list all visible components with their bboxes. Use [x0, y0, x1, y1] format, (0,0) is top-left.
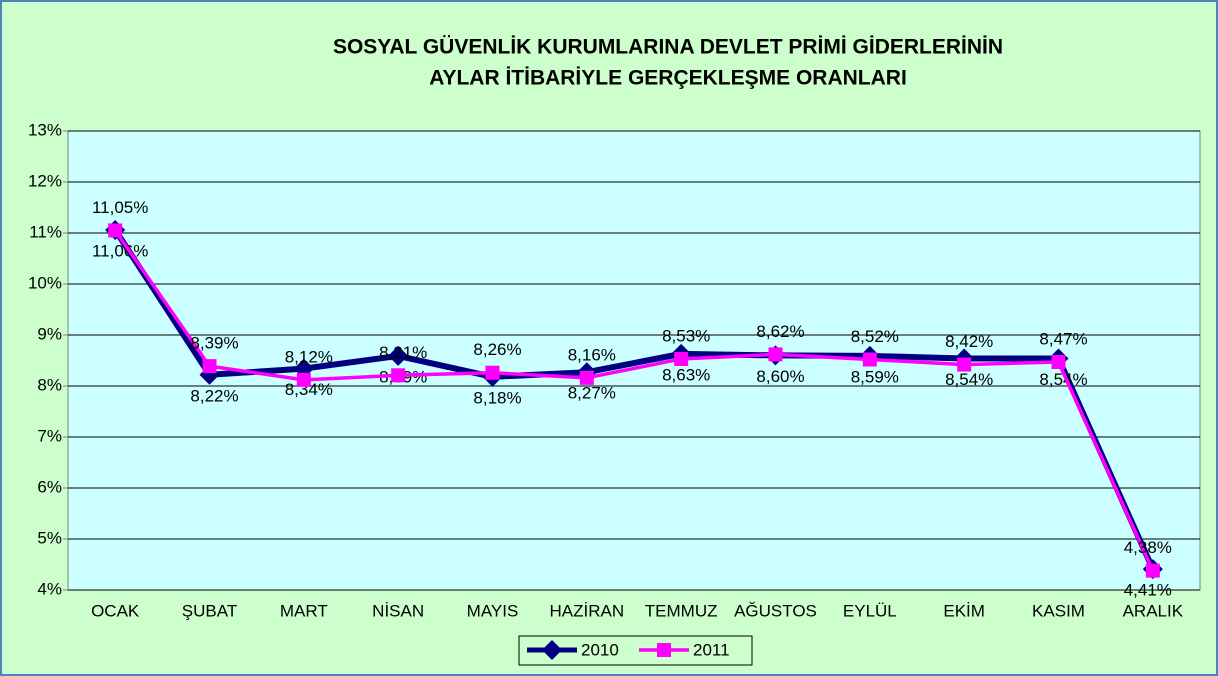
- x-tick-label: EYLÜL: [843, 601, 897, 620]
- data-point: [202, 359, 217, 374]
- y-tick-label: 5%: [37, 528, 62, 547]
- data-label: 11,05%: [92, 198, 148, 217]
- data-label: 8,16%: [568, 345, 616, 364]
- legend-marker: [542, 640, 562, 660]
- y-tick-label: 8%: [37, 375, 62, 394]
- data-label: 8,42%: [945, 332, 993, 351]
- x-tick-label: OCAK: [91, 601, 140, 620]
- data-label: 8,59%: [851, 367, 899, 386]
- data-label: 8,63%: [662, 365, 710, 384]
- data-label: 8,18%: [473, 388, 521, 407]
- x-tick-label: NİSAN: [372, 601, 424, 620]
- y-tick-label: 4%: [37, 579, 62, 598]
- y-tick-label: 12%: [28, 171, 62, 190]
- data-point: [1051, 355, 1066, 370]
- x-tick-label: ARALIK: [1123, 601, 1184, 620]
- data-label: 8,26%: [473, 340, 521, 359]
- data-point: [862, 352, 877, 367]
- data-label: 11,06%: [92, 241, 148, 260]
- data-label: 4,38%: [1124, 538, 1172, 557]
- y-tick-label: 11%: [29, 222, 62, 241]
- data-label: 8,52%: [851, 327, 899, 346]
- data-point: [674, 351, 689, 366]
- data-label: 8,39%: [190, 334, 238, 353]
- data-point: [579, 370, 594, 385]
- data-label: 8,27%: [568, 384, 616, 403]
- data-label: 8,54%: [945, 370, 993, 389]
- data-label: 8,60%: [756, 367, 804, 386]
- series-line: [113, 229, 1155, 572]
- series-line: [112, 228, 1156, 571]
- data-label: 8,47%: [1039, 330, 1087, 349]
- data-label: 8,54%: [1039, 370, 1087, 389]
- chart-subtitle: AYLAR İTİBARİYLE GERÇEKLEŞME ORANLARI: [429, 67, 907, 90]
- data-point: [296, 372, 311, 387]
- data-label: 8,22%: [190, 386, 238, 405]
- data-point: [391, 368, 406, 383]
- y-tick-label: 7%: [37, 426, 62, 445]
- y-tick-label: 10%: [28, 273, 62, 292]
- legend-marker: [657, 643, 671, 657]
- data-point: [485, 365, 500, 380]
- data-label: 8,12%: [285, 347, 333, 366]
- x-tick-label: HAZİRAN: [550, 601, 625, 620]
- x-tick-label: MAYIS: [467, 601, 519, 620]
- data-label: 8,53%: [662, 326, 710, 345]
- legend-label: 2011: [693, 640, 730, 659]
- y-tick-label: 13%: [28, 120, 62, 139]
- data-point: [388, 345, 409, 366]
- x-tick-label: KASIM: [1032, 601, 1085, 620]
- data-label: 4,41%: [1124, 581, 1172, 600]
- data-label: 8,62%: [756, 322, 804, 341]
- data-point: [957, 357, 972, 372]
- data-point: [1145, 563, 1160, 578]
- data-point: [768, 347, 783, 362]
- x-tick-label: MART: [280, 601, 328, 620]
- y-tick-label: 6%: [37, 477, 62, 496]
- legend-label: 2010: [581, 640, 619, 659]
- x-tick-label: TEMMUZ: [645, 601, 718, 620]
- data-point: [108, 223, 123, 238]
- chart-title: SOSYAL GÜVENLİK KURUMLARINA DEVLET PRİMİ…: [333, 36, 1003, 59]
- data-label: 8,34%: [285, 380, 333, 399]
- x-tick-label: ŞUBAT: [182, 601, 237, 620]
- data-label: 8,21%: [379, 343, 427, 362]
- x-tick-label: AĞUSTOS: [734, 601, 817, 620]
- x-tick-label: EKİM: [943, 601, 985, 620]
- y-tick-label: 9%: [37, 324, 62, 343]
